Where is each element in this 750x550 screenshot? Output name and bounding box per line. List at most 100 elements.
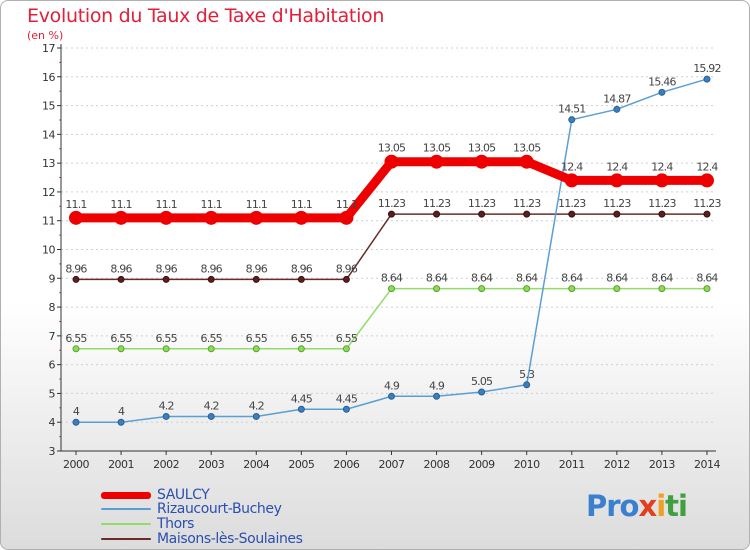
data-point-thors: [478, 285, 486, 293]
legend-label-thors: Thors: [157, 516, 195, 532]
data-point-saulcy: [654, 173, 669, 188]
data-label-saulcy: 13.05: [378, 142, 406, 155]
data-point-rizaucourt-buchey: [387, 392, 395, 400]
data-label-maisons-les-soulaines: 11.23: [558, 197, 586, 210]
data-point-saulcy: [204, 210, 219, 225]
legend-swatch-maisons-les-soulaines: [101, 538, 151, 540]
logo-part-1: Pro: [586, 489, 639, 523]
data-label-saulcy: 11.1: [155, 198, 176, 211]
data-point-saulcy: [294, 210, 309, 225]
data-label-saulcy: 12.4: [696, 160, 718, 173]
data-point-maisons-les-soulaines: [703, 210, 711, 218]
grid-lines: [61, 47, 716, 423]
y-tick-label: 11: [42, 215, 55, 228]
data-point-maisons-les-soulaines: [478, 210, 486, 218]
data-point-saulcy: [339, 210, 354, 225]
x-tick-label: 2014: [694, 458, 720, 471]
data-point-thors: [117, 345, 125, 353]
legend-item-rizaucourt-buchey: Rizaucourt-Buchey: [101, 501, 282, 517]
data-point-maisons-les-soulaines: [252, 275, 260, 283]
data-point-rizaucourt-buchey: [117, 418, 125, 426]
data-label-saulcy: 13.05: [513, 142, 541, 155]
data-label-maisons-les-soulaines: 11.23: [513, 197, 541, 210]
x-tick-label: 2009: [469, 458, 495, 471]
x-tick-label: 2011: [559, 458, 585, 471]
data-label-saulcy: 11.1: [246, 198, 267, 211]
data-point-thors: [523, 285, 531, 293]
data-point-maisons-les-soulaines: [162, 275, 170, 283]
x-tick-label: 2002: [153, 458, 179, 471]
legend-item-maisons-les-soulaines: Maisons-lès-Soulaines: [101, 531, 303, 547]
legend-label-rizaucourt-buchey: Rizaucourt-Buchey: [157, 501, 282, 517]
data-label-thors: 6.55: [336, 332, 358, 345]
y-tick-label: 10: [42, 244, 55, 257]
data-point-maisons-les-soulaines: [297, 275, 305, 283]
data-label-maisons-les-soulaines: 11.23: [468, 197, 496, 210]
data-point-saulcy: [699, 173, 714, 188]
data-label-maisons-les-soulaines: 8.96: [110, 262, 132, 275]
data-point-saulcy: [609, 173, 624, 188]
data-point-maisons-les-soulaines: [658, 210, 666, 218]
data-label-rizaucourt-buchey: 5.05: [471, 375, 493, 388]
data-point-rizaucourt-buchey: [613, 105, 621, 113]
y-tick-label: 9: [49, 272, 56, 285]
data-label-thors: 8.64: [696, 272, 718, 285]
y-tick-label: 8: [49, 301, 56, 314]
legend-item-saulcy: SAULCY: [101, 487, 210, 503]
x-tick-label: 2001: [108, 458, 134, 471]
data-point-saulcy: [474, 154, 489, 169]
legend-item-thors: Thors: [101, 516, 194, 532]
data-label-maisons-les-soulaines: 8.96: [201, 262, 223, 275]
data-labels: 11.1 11.1 11.1 11.1 11.1 11.1 11.1 13.05 13.05 13…: [65, 62, 722, 418]
data-label-saulcy: 11.1: [65, 198, 86, 211]
y-tick-label: 17: [42, 42, 55, 55]
data-label-maisons-les-soulaines: 11.23: [603, 197, 631, 210]
data-label-maisons-les-soulaines: 11.23: [693, 197, 721, 210]
data-point-rizaucourt-buchey: [433, 392, 441, 400]
data-label-saulcy: 12.4: [561, 160, 583, 173]
logo-part-4: ti: [665, 489, 688, 523]
data-point-rizaucourt-buchey: [568, 116, 576, 124]
logo-part-2: x: [638, 489, 657, 523]
data-label-saulcy: 11.1: [201, 198, 222, 211]
data-point-thors: [568, 285, 576, 293]
data-label-thors: 8.64: [471, 272, 493, 285]
data-point-rizaucourt-buchey: [523, 381, 531, 389]
data-point-rizaucourt-buchey: [478, 388, 486, 396]
data-label-maisons-les-soulaines: 11.23: [423, 197, 451, 210]
data-point-rizaucourt-buchey: [162, 412, 170, 420]
data-label-rizaucourt-buchey: 4.2: [204, 399, 219, 412]
data-label-saulcy: 11.1: [110, 198, 131, 211]
data-point-thors: [297, 345, 305, 353]
data-point-thors: [433, 285, 441, 293]
data-point-maisons-les-soulaines: [387, 210, 395, 218]
data-label-rizaucourt-buchey: 15.46: [648, 75, 676, 88]
data-point-maisons-les-soulaines: [613, 210, 621, 218]
x-tick-label: 2000: [63, 458, 89, 471]
data-point-maisons-les-soulaines: [207, 275, 215, 283]
legend-swatch-rizaucourt-buchey: [101, 508, 151, 510]
data-point-maisons-les-soulaines: [433, 210, 441, 218]
data-label-thors: 6.55: [155, 332, 177, 345]
data-label-rizaucourt-buchey: 4: [118, 405, 125, 418]
data-point-rizaucourt-buchey: [342, 405, 350, 413]
data-label-thors: 6.55: [291, 332, 313, 345]
data-label-rizaucourt-buchey: 4.2: [159, 399, 174, 412]
data-label-maisons-les-soulaines: 11.23: [378, 197, 406, 210]
x-tick-label: 2010: [514, 458, 540, 471]
data-label-thors: 8.64: [561, 272, 583, 285]
data-label-thors: 6.55: [65, 332, 87, 345]
logo-part-3: i: [656, 489, 666, 523]
axes: 3 4 5 6 7 8 9 10 11 12 13 14 15 16 17 2000 2001 2002 2003 2…: [42, 42, 721, 471]
data-label-thors: 6.55: [246, 332, 268, 345]
data-point-maisons-les-soulaines: [523, 210, 531, 218]
data-point-thors: [342, 345, 350, 353]
data-label-saulcy: 12.4: [606, 160, 628, 173]
y-tick-label: 7: [49, 330, 56, 343]
data-label-maisons-les-soulaines: 8.96: [336, 262, 358, 275]
y-tick-label: 3: [49, 445, 56, 458]
x-tick-label: 2006: [333, 458, 359, 471]
data-label-rizaucourt-buchey: 14.87: [603, 92, 631, 105]
data-point-thors: [387, 285, 395, 293]
